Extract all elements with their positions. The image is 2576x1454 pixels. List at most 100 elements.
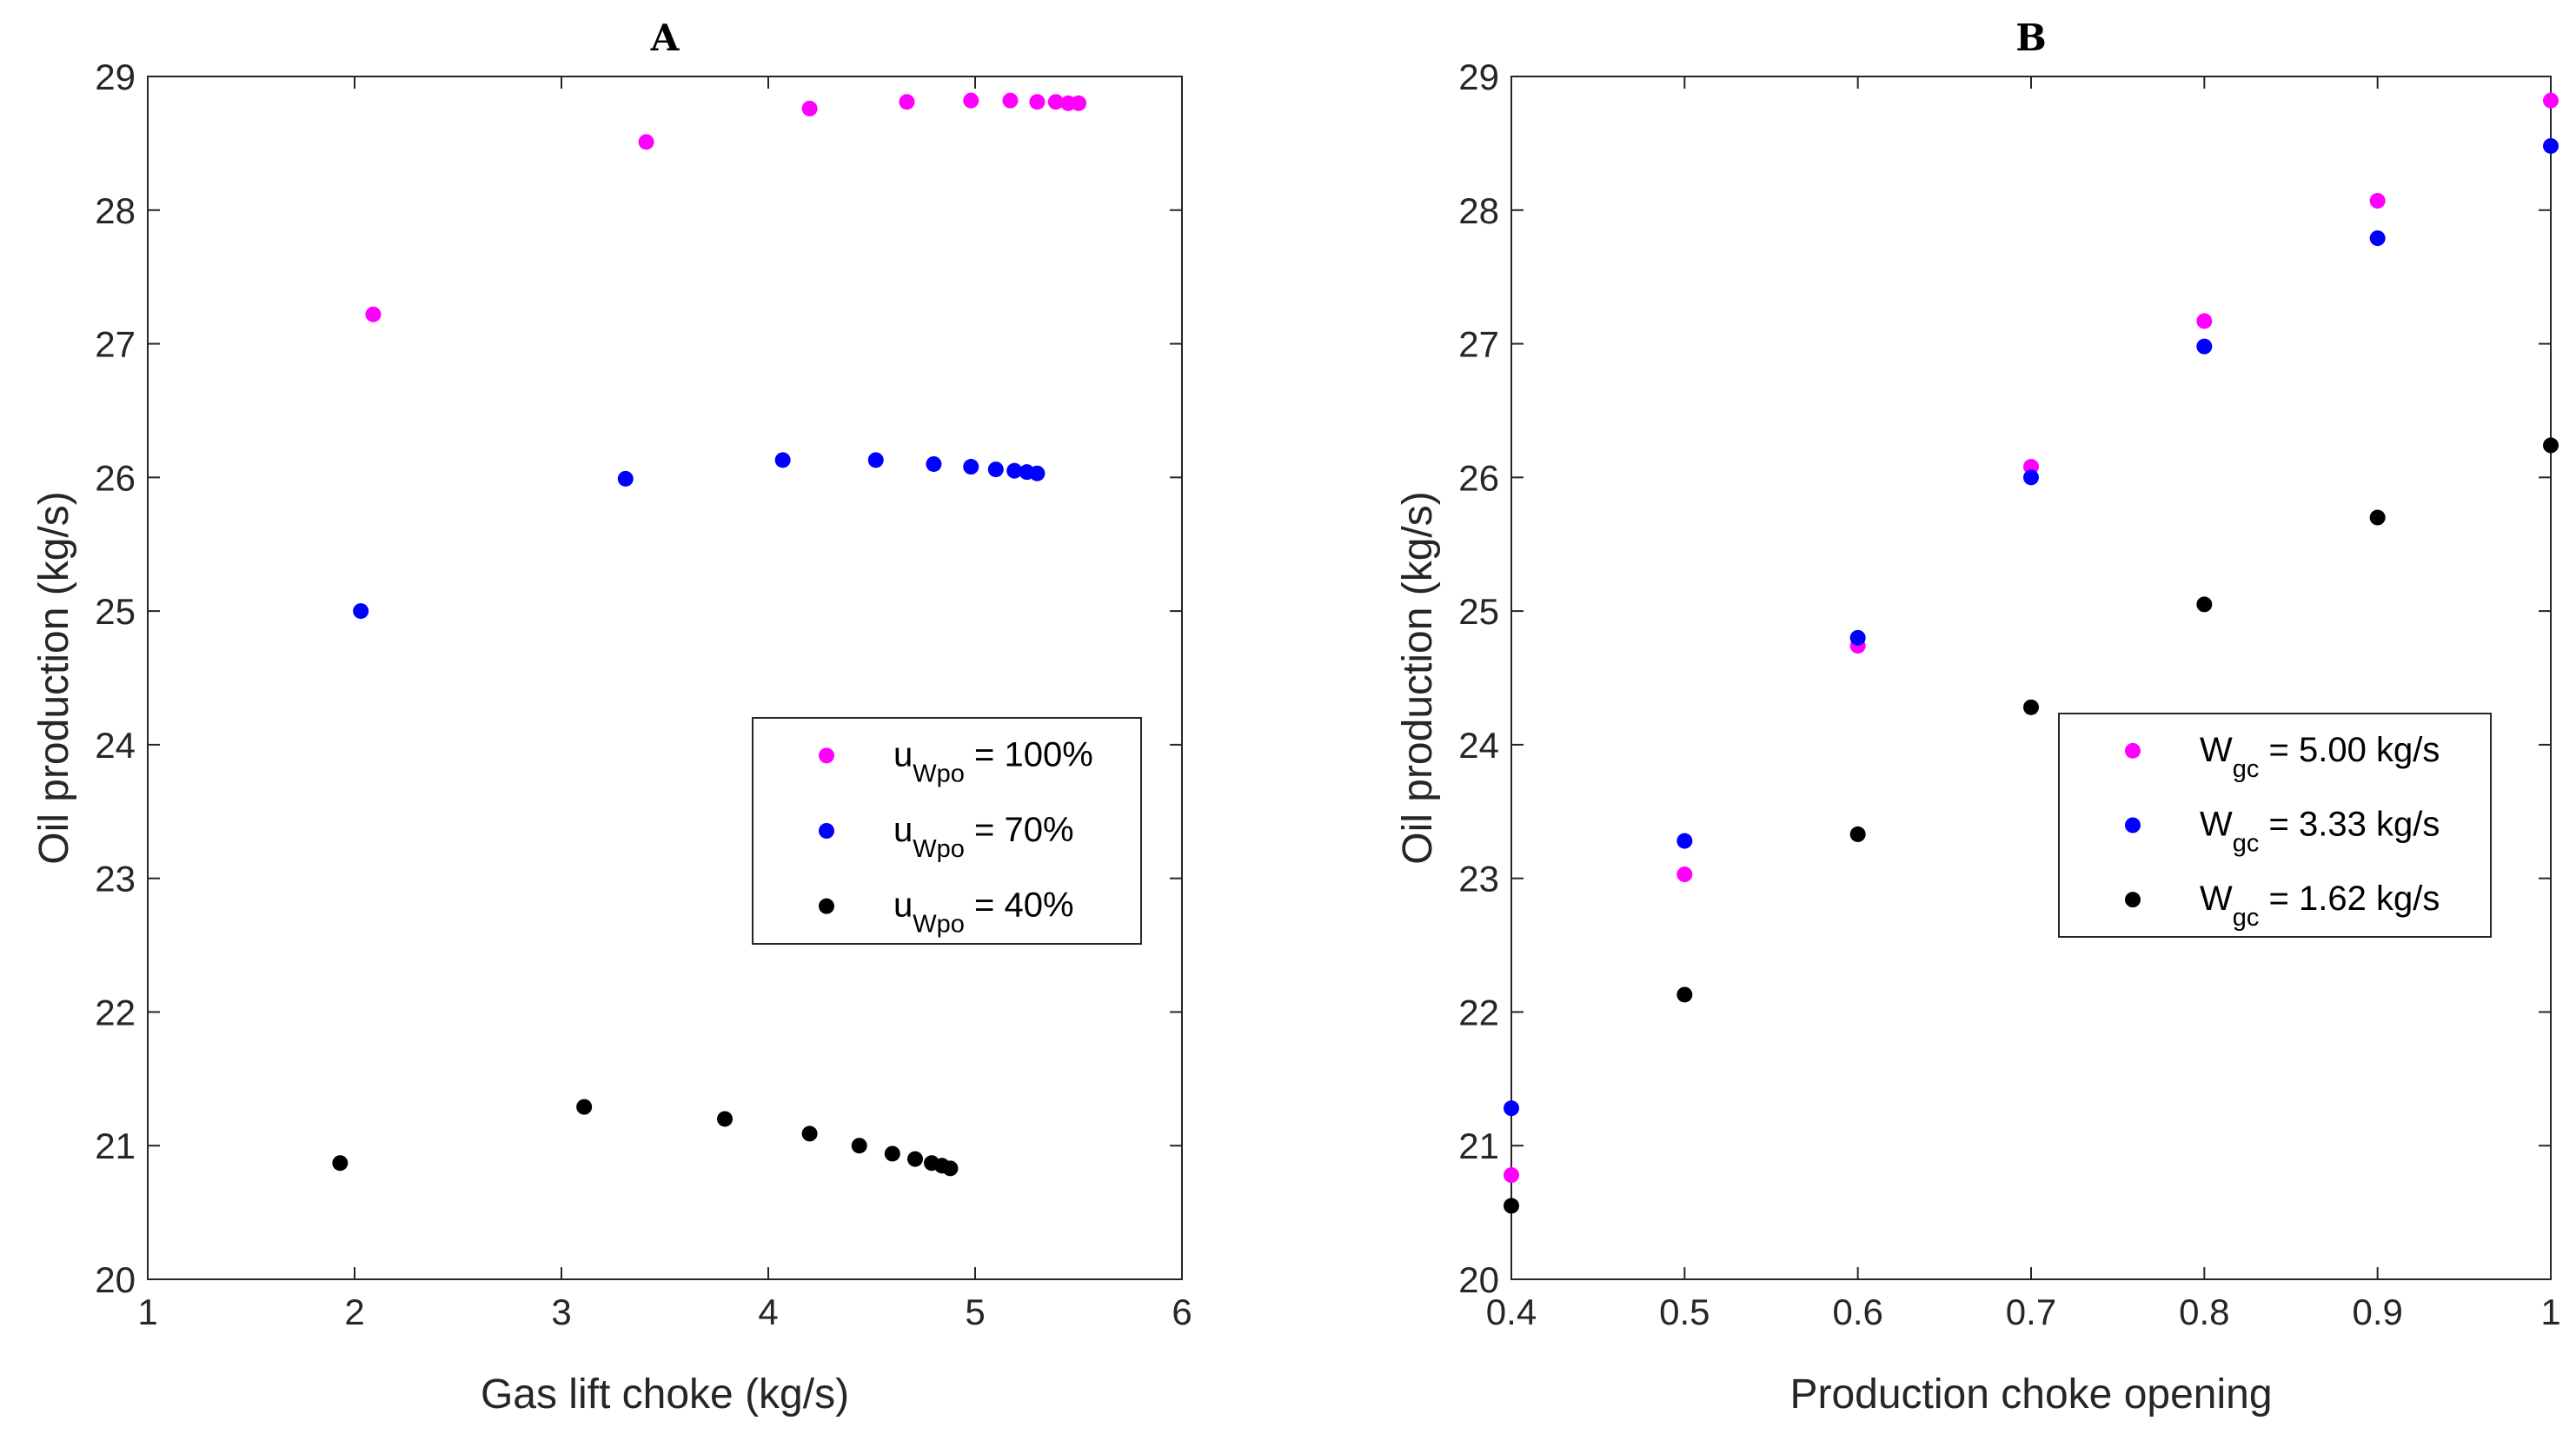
y-tick-label: 22 bbox=[1458, 992, 1499, 1032]
y-tick-label: 29 bbox=[95, 56, 136, 97]
data-point bbox=[963, 92, 979, 109]
data-point bbox=[942, 1160, 959, 1177]
x-tick-label: 5 bbox=[965, 1291, 985, 1332]
x-tick-label: 0.7 bbox=[2006, 1291, 2056, 1332]
x-tick-label: 0.6 bbox=[1832, 1291, 1882, 1332]
x-tick-label: 6 bbox=[1172, 1291, 1192, 1332]
data-point bbox=[906, 1151, 923, 1167]
data-point bbox=[576, 1099, 593, 1115]
legend: uWpo = 100% uWpo = 70% uWpo = 40% bbox=[752, 717, 1142, 945]
y-tick-label: 25 bbox=[95, 591, 136, 632]
x-tick-label: 4 bbox=[758, 1291, 778, 1332]
plot-area-frame bbox=[147, 76, 1183, 1280]
y-tick-label: 20 bbox=[1458, 1259, 1499, 1300]
series-0 bbox=[1504, 92, 2559, 1184]
legend-marker bbox=[2125, 742, 2141, 759]
y-tick-label: 27 bbox=[95, 324, 136, 365]
data-point bbox=[1006, 462, 1023, 479]
x-tick-label: 3 bbox=[551, 1291, 571, 1332]
data-point bbox=[2369, 230, 2386, 247]
data-point bbox=[987, 461, 1004, 478]
data-point bbox=[1504, 1198, 1519, 1214]
x-axis-label: Production choke opening bbox=[1789, 1371, 2272, 1417]
x-axis-label: Gas lift choke (kg/s) bbox=[481, 1371, 849, 1417]
data-point bbox=[801, 100, 818, 116]
data-point bbox=[2369, 193, 2386, 209]
legend-marker bbox=[819, 898, 834, 914]
y-tick-label: 23 bbox=[95, 859, 136, 900]
legend-box bbox=[752, 717, 1142, 945]
legend-entry: uWpo = 100% bbox=[893, 735, 1093, 787]
data-point bbox=[1047, 94, 1064, 110]
y-tick-label: 25 bbox=[1458, 591, 1499, 632]
x-tick-label: 0.4 bbox=[1486, 1291, 1537, 1332]
legend-entry: uWpo = 70% bbox=[893, 811, 1074, 863]
y-tick-label: 26 bbox=[95, 457, 136, 498]
data-point bbox=[2023, 699, 2039, 715]
y-tick-label: 22 bbox=[95, 992, 136, 1032]
x-tick-label: 1 bbox=[2540, 1291, 2560, 1332]
data-point bbox=[617, 470, 634, 487]
data-point bbox=[717, 1111, 734, 1127]
data-point bbox=[963, 459, 979, 475]
data-point bbox=[2543, 92, 2559, 109]
data-point bbox=[353, 603, 369, 620]
legend-entry: uWpo = 40% bbox=[893, 886, 1074, 939]
legend-marker bbox=[819, 747, 834, 764]
series-2 bbox=[1504, 437, 2559, 1214]
data-point bbox=[332, 1155, 349, 1172]
data-point bbox=[2543, 137, 2559, 154]
x-tick-label: 2 bbox=[344, 1291, 364, 1332]
legend-entry: Wgc = 5.00 kg/s bbox=[2200, 731, 2440, 783]
data-point bbox=[2023, 469, 2039, 486]
data-point bbox=[899, 94, 915, 110]
data-point bbox=[884, 1145, 900, 1162]
data-point bbox=[867, 452, 884, 468]
y-tick-label: 21 bbox=[1458, 1125, 1499, 1166]
y-tick-label: 26 bbox=[1458, 457, 1499, 498]
data-point bbox=[1029, 465, 1046, 481]
y-tick-label: 28 bbox=[1458, 190, 1499, 231]
y-tick-label: 27 bbox=[1458, 324, 1499, 365]
data-point bbox=[1071, 95, 1086, 111]
y-tick-label: 20 bbox=[95, 1259, 136, 1300]
x-tick-label: 0.5 bbox=[1659, 1291, 1710, 1332]
panel-title: A bbox=[650, 17, 681, 59]
legend: Wgc = 5.00 kg/s Wgc = 3.33 kg/s Wgc = 1.62… bbox=[2058, 713, 2492, 938]
data-point bbox=[638, 134, 654, 150]
x-tick-label: 0.8 bbox=[2179, 1291, 2229, 1332]
data-point bbox=[1504, 1100, 1519, 1117]
y-tick-label: 21 bbox=[95, 1125, 136, 1166]
data-point bbox=[851, 1138, 867, 1154]
data-point bbox=[1029, 94, 1046, 110]
y-axis-label: Oil production (kg/s) bbox=[1395, 491, 1441, 865]
series-1 bbox=[1504, 137, 2559, 1117]
data-point bbox=[1002, 92, 1019, 109]
data-point bbox=[1676, 986, 1693, 1003]
data-point bbox=[2196, 338, 2213, 355]
x-tick-label: 1 bbox=[137, 1291, 157, 1332]
series-0 bbox=[365, 92, 1086, 322]
data-point bbox=[365, 306, 382, 322]
y-tick-label: 24 bbox=[1458, 725, 1499, 766]
legend-entry: Wgc = 1.62 kg/s bbox=[2200, 880, 2440, 932]
data-point bbox=[926, 455, 942, 472]
legend-entry: Wgc = 3.33 kg/s bbox=[2200, 806, 2440, 858]
data-point bbox=[2196, 313, 2213, 329]
data-point bbox=[1849, 826, 1866, 842]
data-point bbox=[1676, 866, 1693, 883]
legend-marker bbox=[819, 823, 834, 839]
panel-B: 0.4 0.5 0.6 0.7 0.8 0.9 1 20 21 22 23 24 25 26 27 28 29 B… bbox=[1395, 17, 2561, 1417]
data-point bbox=[2196, 596, 2213, 613]
legend-marker bbox=[2125, 817, 2141, 833]
y-axis-label: Oil production (kg/s) bbox=[31, 491, 77, 865]
data-point bbox=[801, 1125, 818, 1142]
data-point bbox=[2369, 509, 2386, 526]
panel-title: B bbox=[2015, 17, 2047, 59]
y-tick-label: 28 bbox=[95, 190, 136, 231]
data-point bbox=[1676, 833, 1693, 849]
y-tick-label: 23 bbox=[1458, 859, 1499, 900]
y-tick-label: 24 bbox=[95, 725, 136, 766]
